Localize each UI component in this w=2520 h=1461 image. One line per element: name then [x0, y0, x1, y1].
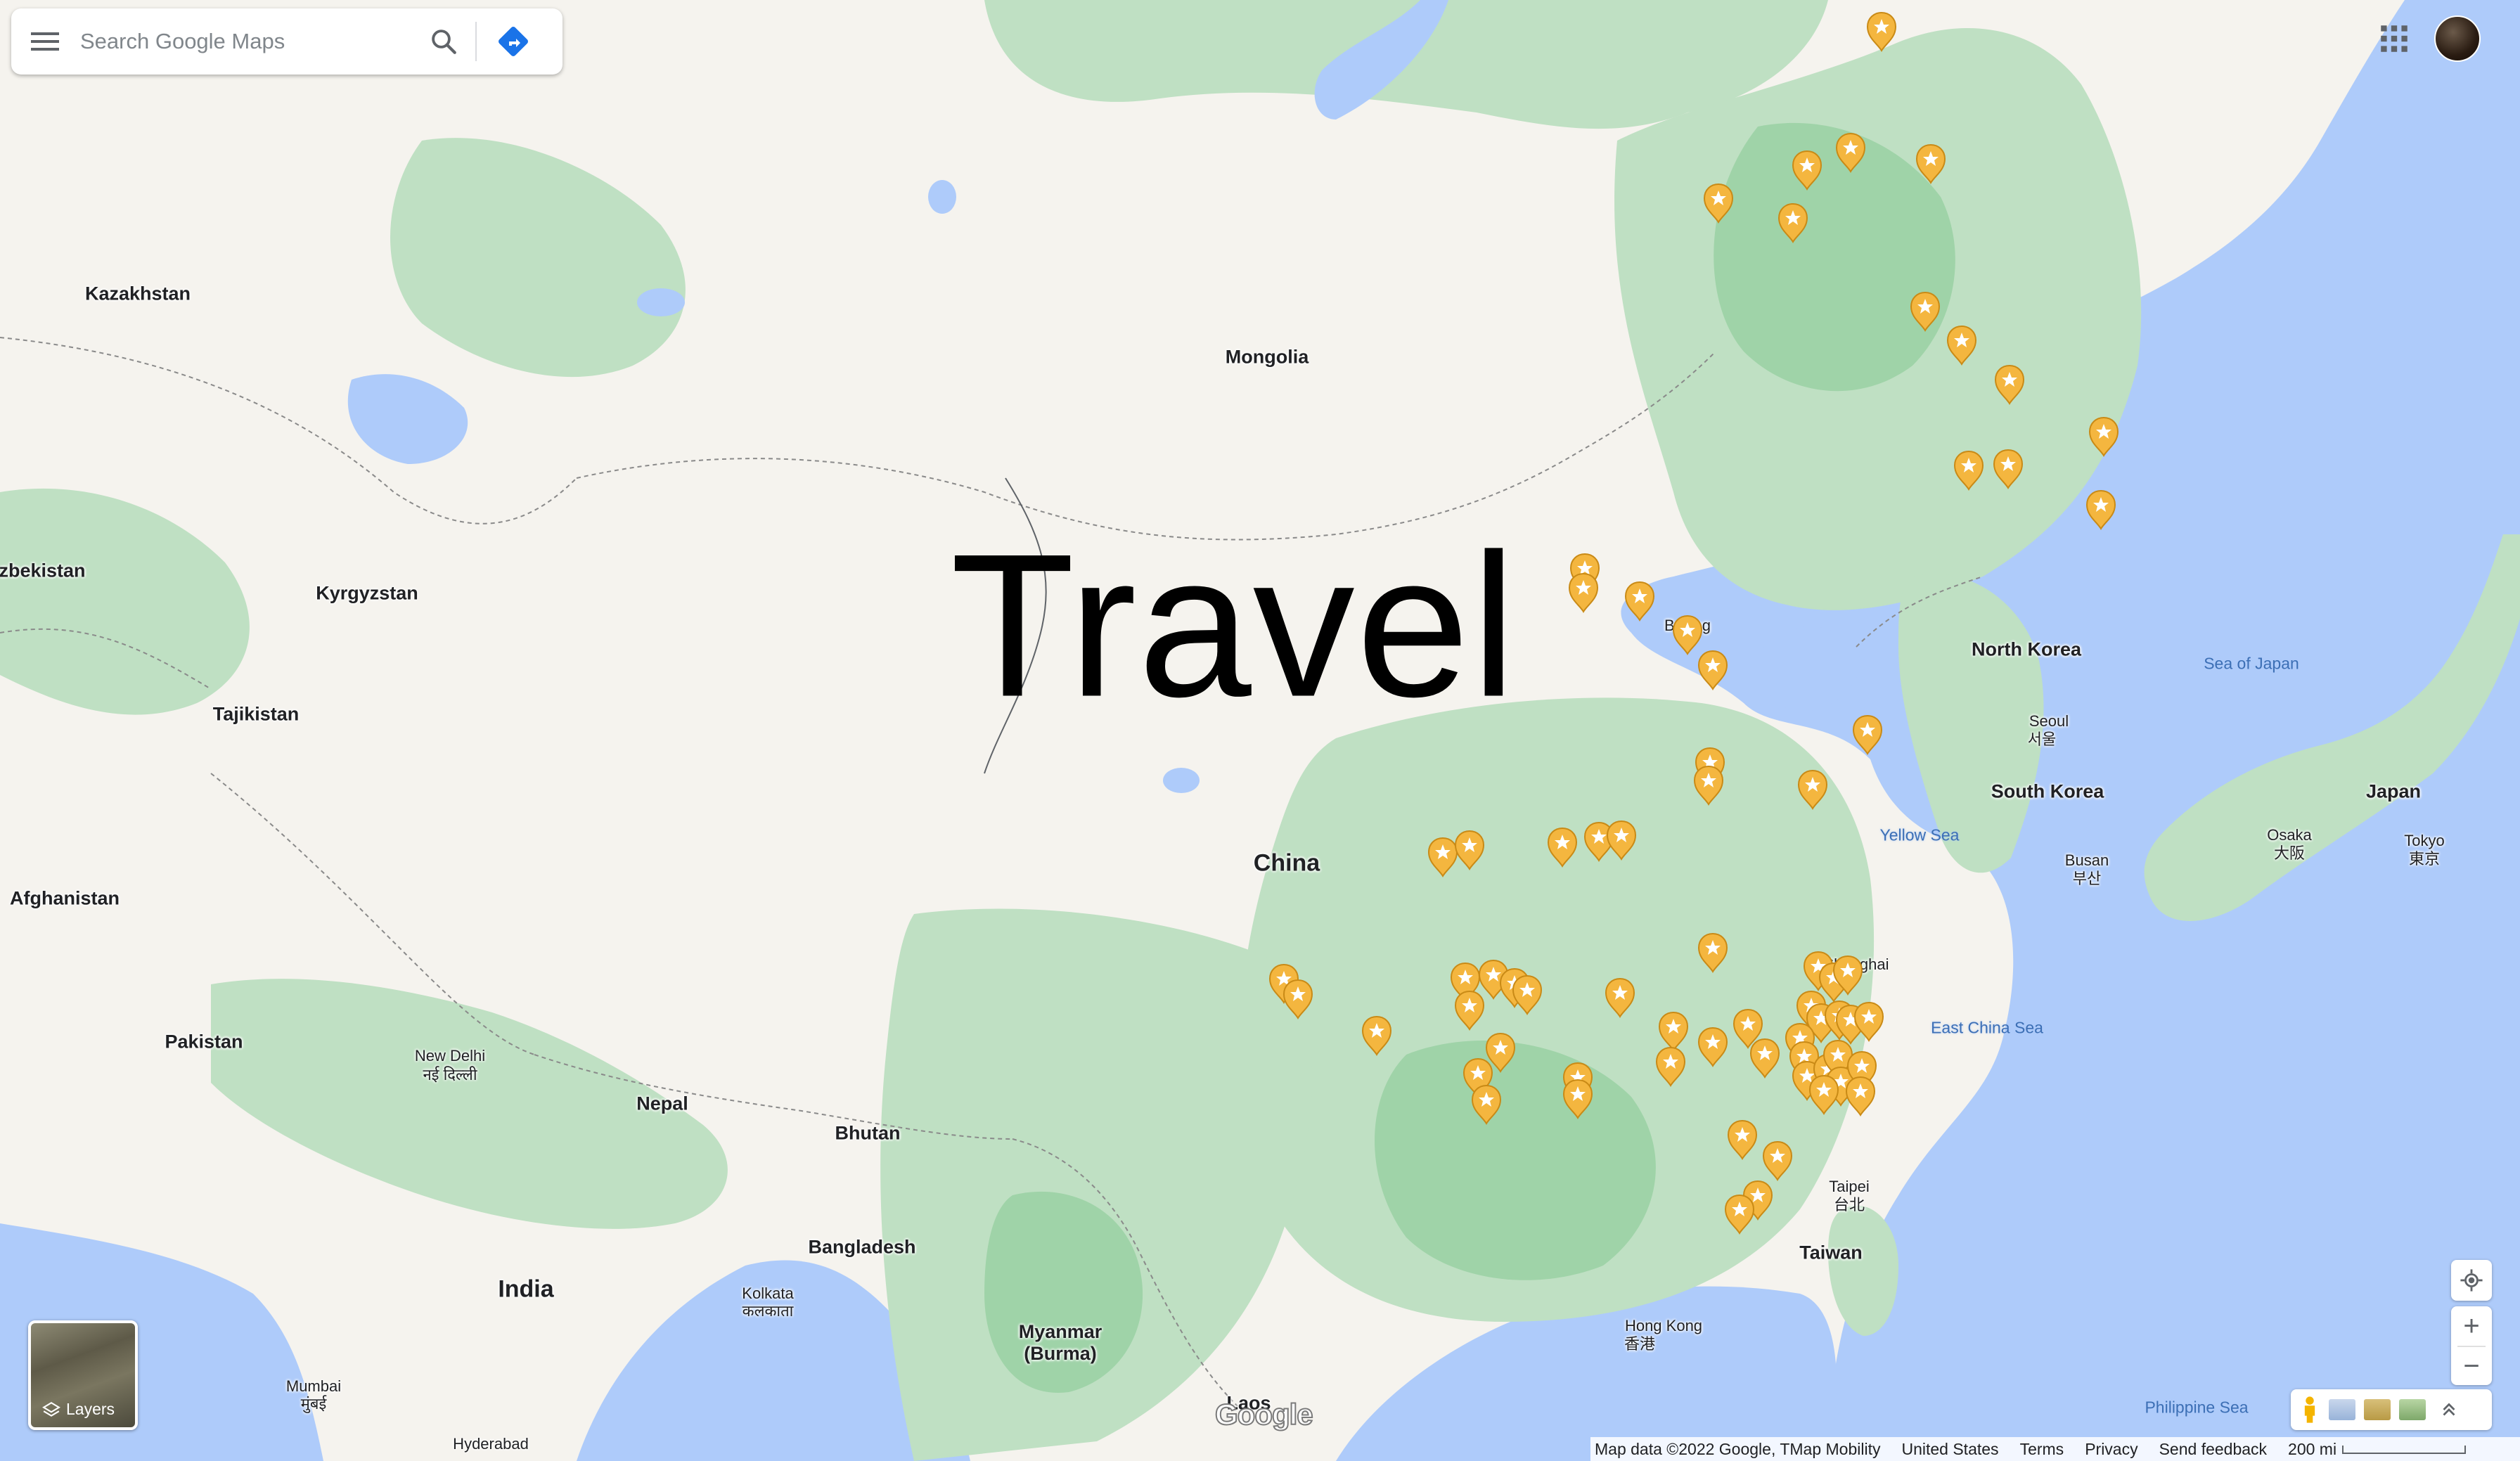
map-data-credit: Map data ©2022 Google, TMap Mobility — [1595, 1439, 1881, 1458]
label-tokyo-japanese: 東京 — [2408, 850, 2441, 868]
label-japan: Japan — [2365, 780, 2422, 802]
label-philippine-sea: Philippine Sea — [2145, 1398, 2249, 1417]
layer-options-panel — [2291, 1389, 2492, 1430]
label-pakistan: Pakistan — [165, 1031, 243, 1053]
bay-of-bengal — [577, 1260, 970, 1461]
label-hong-kong-chinese: 香港 — [1624, 1335, 1656, 1353]
label-kazakhstan: Kazakhstan — [84, 283, 191, 304]
directions-button[interactable] — [477, 8, 550, 75]
bohai-sea — [1758, 626, 1860, 712]
label-north-korea: North Korea — [1971, 638, 2082, 660]
label-hyderabad: Hyderabad — [453, 1435, 529, 1453]
label-myanmar: Myanmar (Burma) — [1018, 1321, 1102, 1364]
label-shanghai: Shanghai — [1823, 955, 1889, 973]
terms-link[interactable]: Terms — [2019, 1439, 2064, 1458]
send-feedback-link[interactable]: Send feedback — [2159, 1439, 2268, 1458]
label-china: China — [1253, 849, 1320, 877]
ocean-east — [1621, 0, 2520, 1461]
transit-layer-thumb[interactable] — [2364, 1399, 2391, 1420]
label-osaka: Osaka — [2267, 826, 2312, 844]
coastline — [984, 477, 1047, 774]
traffic-layer-thumb[interactable] — [2329, 1399, 2355, 1420]
google-logo: Google — [1214, 1397, 1314, 1431]
label-kolkata-bengali: कलकाता — [742, 1302, 794, 1320]
label-mongolia: Mongolia — [1225, 346, 1309, 368]
menu-button[interactable] — [11, 8, 79, 75]
layers-label-group: Layers — [42, 1400, 115, 1419]
search-button[interactable] — [412, 8, 475, 75]
label-new-delhi-hindi: नई दिल्ली — [423, 1066, 477, 1083]
label-bangladesh: Bangladesh — [808, 1236, 916, 1258]
scale-bar — [2342, 1446, 2467, 1455]
my-location-icon — [2460, 1269, 2483, 1292]
hamburger-menu-icon — [31, 32, 59, 51]
layers-label: Layers — [66, 1400, 115, 1418]
label-tokyo: Tokyo — [2404, 832, 2445, 849]
label-seoul-korean: 서울 — [2027, 730, 2057, 748]
label-mumbai-marathi: मुंबई — [300, 1395, 327, 1412]
label-mumbai: Mumbai — [285, 1377, 342, 1395]
search-icon — [432, 30, 456, 54]
label-sea-of-japan: Sea of Japan — [2204, 654, 2299, 673]
label-east-china-sea: East China Sea — [1931, 1018, 2043, 1037]
label-busan: Busan — [2064, 851, 2109, 869]
label-osaka-japanese: 大阪 — [2273, 844, 2306, 862]
overlay-title: Travel — [950, 511, 1518, 740]
label-afghanistan: Afghanistan — [9, 887, 120, 909]
region-link[interactable]: United States — [1901, 1439, 1999, 1458]
label-hong-kong: Hong Kong — [1624, 1317, 1703, 1334]
search-input[interactable] — [79, 28, 412, 55]
zoom-controls: + − — [2451, 1306, 2492, 1385]
south-china-sea — [1336, 1286, 1837, 1461]
terrain-layer-thumb[interactable] — [2399, 1399, 2426, 1420]
label-nepal: Nepal — [636, 1093, 688, 1114]
label-laos: Laos — [1226, 1392, 1271, 1414]
pegman-icon[interactable] — [2299, 1396, 2320, 1424]
scale-indicator[interactable]: 200 mi — [2288, 1439, 2467, 1459]
zoom-out-button[interactable]: − — [2463, 1351, 2480, 1382]
label-yellow-sea: Yellow Sea — [1879, 825, 1960, 844]
label-taiwan: Taiwan — [1799, 1242, 1863, 1263]
privacy-link[interactable]: Privacy — [2085, 1439, 2138, 1458]
label-tajikistan: Tajikistan — [212, 703, 300, 725]
label-south-korea: South Korea — [1991, 780, 2104, 802]
label-busan-korean: 부산 — [2072, 870, 2102, 887]
search-divider — [475, 22, 477, 61]
account-avatar[interactable] — [2434, 15, 2481, 62]
label-taipei: Taipei — [1829, 1178, 1870, 1195]
label-uzbekistan: zbekistan — [0, 560, 86, 581]
label-india: India — [498, 1275, 554, 1303]
map-footer: Map data ©2022 Google, TMap Mobility Uni… — [1590, 1437, 2520, 1461]
label-bhutan: Bhutan — [835, 1122, 901, 1144]
layers-button[interactable]: Layers — [28, 1320, 138, 1430]
borders — [0, 337, 1984, 1407]
lakes — [347, 0, 1448, 793]
zoom-divider — [2457, 1346, 2486, 1347]
label-new-delhi: New Delhi — [414, 1047, 486, 1064]
label-kolkata: Kolkata — [742, 1285, 794, 1302]
zoom-in-button[interactable]: + — [2463, 1311, 2480, 1341]
label-kyrgyzstan: Kyrgyzstan — [316, 582, 418, 604]
expand-chevron-icon[interactable] — [2438, 1399, 2460, 1420]
google-apps-icon[interactable] — [2377, 21, 2412, 56]
layers-icon — [42, 1401, 60, 1417]
scale-label: 200 mi — [2288, 1439, 2337, 1458]
label-taipei-chinese: 台北 — [1833, 1196, 1865, 1214]
my-location-button[interactable] — [2451, 1260, 2492, 1301]
label-beijing: Beijing — [1664, 617, 1711, 634]
directions-icon — [499, 27, 528, 56]
label-seoul: Seoul — [2029, 712, 2069, 730]
search-box — [11, 8, 562, 75]
